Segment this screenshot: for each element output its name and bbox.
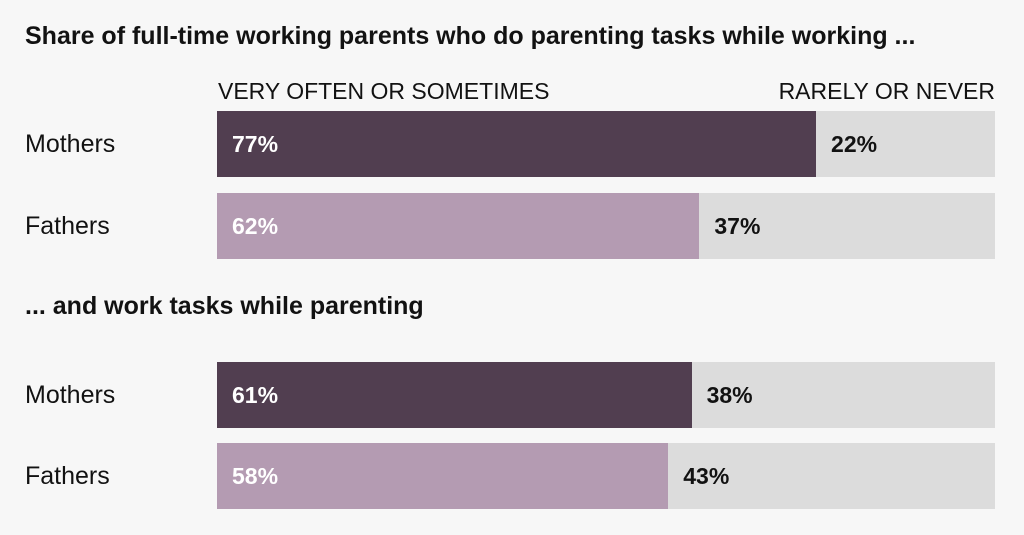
bar-track-fathers: 62% 37% — [217, 193, 995, 259]
bar-track-mothers: 77% 22% — [217, 111, 995, 177]
value-label-often-fathers: 62% — [232, 213, 279, 239]
bar-often-mothers: 77% — [217, 111, 817, 177]
value-label-rarely-mothers-2: 38% — [706, 382, 753, 408]
bar-often-fathers: 62% — [217, 193, 700, 259]
row-label-mothers: Mothers — [25, 130, 116, 158]
value-label-rarely-mothers: 22% — [831, 131, 878, 157]
bar-often-mothers-2: 61% — [217, 362, 692, 428]
row-label-mothers-2: Mothers — [25, 381, 116, 409]
chart-subtitle: ... and work tasks while parenting — [25, 292, 424, 320]
chart-title: Share of full-time working parents who d… — [25, 22, 916, 50]
column-header-rarely: RARELY OR NEVER — [778, 78, 995, 104]
column-header-often: VERY OFTEN OR SOMETIMES — [218, 78, 550, 104]
value-label-often-fathers-2: 58% — [232, 463, 279, 489]
bar-often-fathers-2: 58% — [217, 443, 669, 509]
value-label-often-mothers: 77% — [232, 131, 279, 157]
row-label-fathers: Fathers — [25, 212, 110, 240]
value-label-rarely-fathers: 37% — [714, 213, 761, 239]
value-label-rarely-fathers-2: 43% — [683, 463, 730, 489]
row-label-fathers-2: Fathers — [25, 462, 110, 490]
value-label-often-mothers-2: 61% — [232, 382, 279, 408]
bar-track-mothers-2: 61% 38% — [217, 362, 995, 428]
bar-track-fathers-2: 58% 43% — [217, 443, 995, 509]
